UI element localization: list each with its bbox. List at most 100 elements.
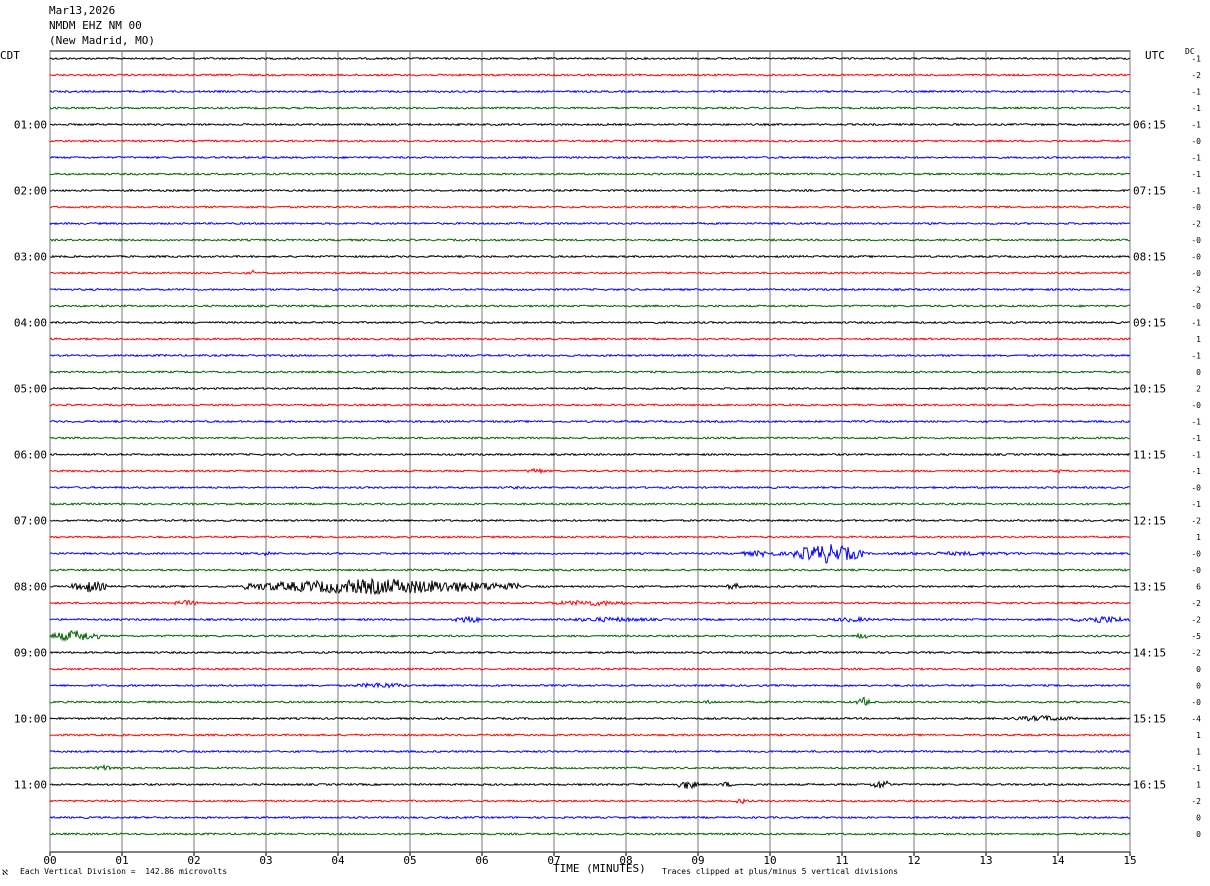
dc-offset-label: -1 (1191, 319, 1201, 328)
trace-line-row-43 (49, 763, 1131, 771)
left-hour-label: 03:00 (14, 251, 47, 264)
dc-offset-label: -1 (1191, 154, 1201, 163)
dc-offset-label: -0 (1191, 401, 1201, 410)
dc-offset-label: -5 (1191, 632, 1201, 641)
trace-line-row-24 (49, 452, 1131, 457)
left-hour-label: 05:00 (14, 383, 47, 396)
trace-line-row-11 (49, 238, 1131, 242)
trace-line-row-37 (49, 667, 1131, 671)
dc-offset-label: 0 (1196, 814, 1201, 823)
trace-line-row-21 (49, 403, 1131, 407)
dc-offset-label: -1 (1191, 434, 1201, 443)
left-hour-label: 04:00 (14, 317, 47, 330)
x-tick-label: 03 (259, 854, 272, 867)
x-tick-label: 00 (43, 854, 56, 867)
trace-line-row-9 (49, 205, 1131, 209)
trace-line-row-33 (49, 599, 1131, 607)
clip-note: Traces clipped at plus/minus 5 vertical … (662, 867, 899, 876)
x-tick-label: 07 (547, 854, 560, 867)
trace-line-row-38 (49, 682, 1131, 689)
dc-offset-label: -1 (1191, 121, 1201, 130)
trace-line-row-13 (49, 269, 1131, 275)
left-hour-label: 06:00 (14, 449, 47, 462)
left-hour-label: 02:00 (14, 185, 47, 198)
trace-line-row-39 (49, 696, 1131, 707)
trace-line-row-23 (49, 436, 1131, 440)
left-hour-label: 07:00 (14, 515, 47, 528)
x-tick-label: 05 (403, 854, 416, 867)
trace-line-row-30 (49, 544, 1130, 564)
right-hour-label: 08:15 (1133, 251, 1166, 264)
footer-mark: ℵ (2, 868, 8, 877)
dc-offset-label: -2 (1191, 649, 1201, 658)
right-hour-label: 07:15 (1133, 185, 1166, 198)
x-tick-label: 02 (187, 854, 200, 867)
trace-line-row-8 (49, 188, 1130, 193)
trace-line-row-18 (49, 353, 1131, 358)
dc-offset-label: -1 (1191, 352, 1201, 361)
trace-line-row-3 (49, 106, 1131, 110)
left-timezone-label: CDT (0, 49, 20, 62)
right-hour-label: 16:15 (1133, 779, 1166, 792)
trace-line-row-17 (49, 337, 1131, 341)
trace-line-row-40 (49, 714, 1131, 723)
trace-line-row-0 (49, 56, 1131, 61)
trace-line-row-32 (49, 577, 1131, 596)
trace-line-row-36 (49, 650, 1131, 655)
trace-line-row-19 (49, 370, 1131, 374)
right-timezone-label: UTC (1145, 49, 1165, 62)
left-hour-label: 10:00 (14, 713, 47, 726)
dc-offset-label: -4 (1191, 715, 1201, 724)
trace-line-row-28 (50, 518, 1131, 523)
x-tick-label: 11 (835, 854, 848, 867)
right-hour-label: 13:15 (1133, 581, 1166, 594)
left-hour-label: 01:00 (14, 119, 47, 132)
dc-offset-label: -0 (1191, 203, 1201, 212)
dc-offset-label: -1 (1191, 418, 1201, 427)
trace-line-row-45 (49, 797, 1131, 805)
right-hour-label: 15:15 (1133, 713, 1166, 726)
dc-offset-label: -0 (1191, 698, 1201, 707)
trace-line-row-12 (50, 254, 1131, 259)
dc-offset-label: -1 (1191, 467, 1201, 476)
right-hour-label: 14:15 (1133, 647, 1166, 660)
dc-offset-label: 1 (1196, 533, 1201, 542)
trace-line-row-15 (49, 304, 1131, 308)
dc-offset-label: -1 (1191, 764, 1201, 773)
trace-line-row-41 (49, 733, 1131, 737)
dc-offset-label: -0 (1191, 137, 1201, 146)
dc-offset-label: -0 (1191, 302, 1201, 311)
dc-offset-label: -1 (1191, 88, 1201, 97)
dc-offset-label: -1 (1191, 500, 1201, 509)
trace-line-row-26 (49, 485, 1131, 490)
dc-label: DC (1185, 47, 1195, 56)
x-tick-label: 13 (979, 854, 992, 867)
dc-offset-label: 0 (1196, 368, 1201, 377)
trace-line-row-22 (49, 419, 1131, 424)
dc-offset-label: -0 (1191, 550, 1201, 559)
x-tick-label: 14 (1051, 854, 1065, 867)
dc-offset-label: 1 (1196, 731, 1201, 740)
dc-offset-label: 1 (1196, 781, 1201, 790)
trace-line-row-47 (49, 832, 1131, 836)
trace-line-row-4 (49, 122, 1131, 127)
trace-line-row-2 (49, 89, 1131, 94)
x-tick-label: 04 (331, 854, 345, 867)
dc-offset-label: -2 (1191, 220, 1201, 229)
dc-offset-label: -2 (1191, 599, 1201, 608)
dc-offset-label: -2 (1191, 616, 1201, 625)
x-tick-label: 01 (115, 854, 128, 867)
header-location: (New Madrid, MO) (49, 34, 155, 47)
dc-offset-label: -1 (1191, 104, 1201, 113)
trace-line-row-25 (49, 467, 1131, 475)
trace-line-row-20 (49, 386, 1131, 391)
trace-line-row-5 (49, 139, 1131, 143)
trace-line-row-44 (49, 779, 1131, 790)
dc-offset-label: -2 (1191, 517, 1201, 526)
left-hour-label: 11:00 (14, 779, 47, 792)
trace-line-row-42 (49, 749, 1130, 754)
dc-offset-label: -1 (1191, 55, 1201, 64)
trace-line-row-1 (49, 73, 1131, 77)
header-date: Mar13,2026 (49, 4, 116, 17)
